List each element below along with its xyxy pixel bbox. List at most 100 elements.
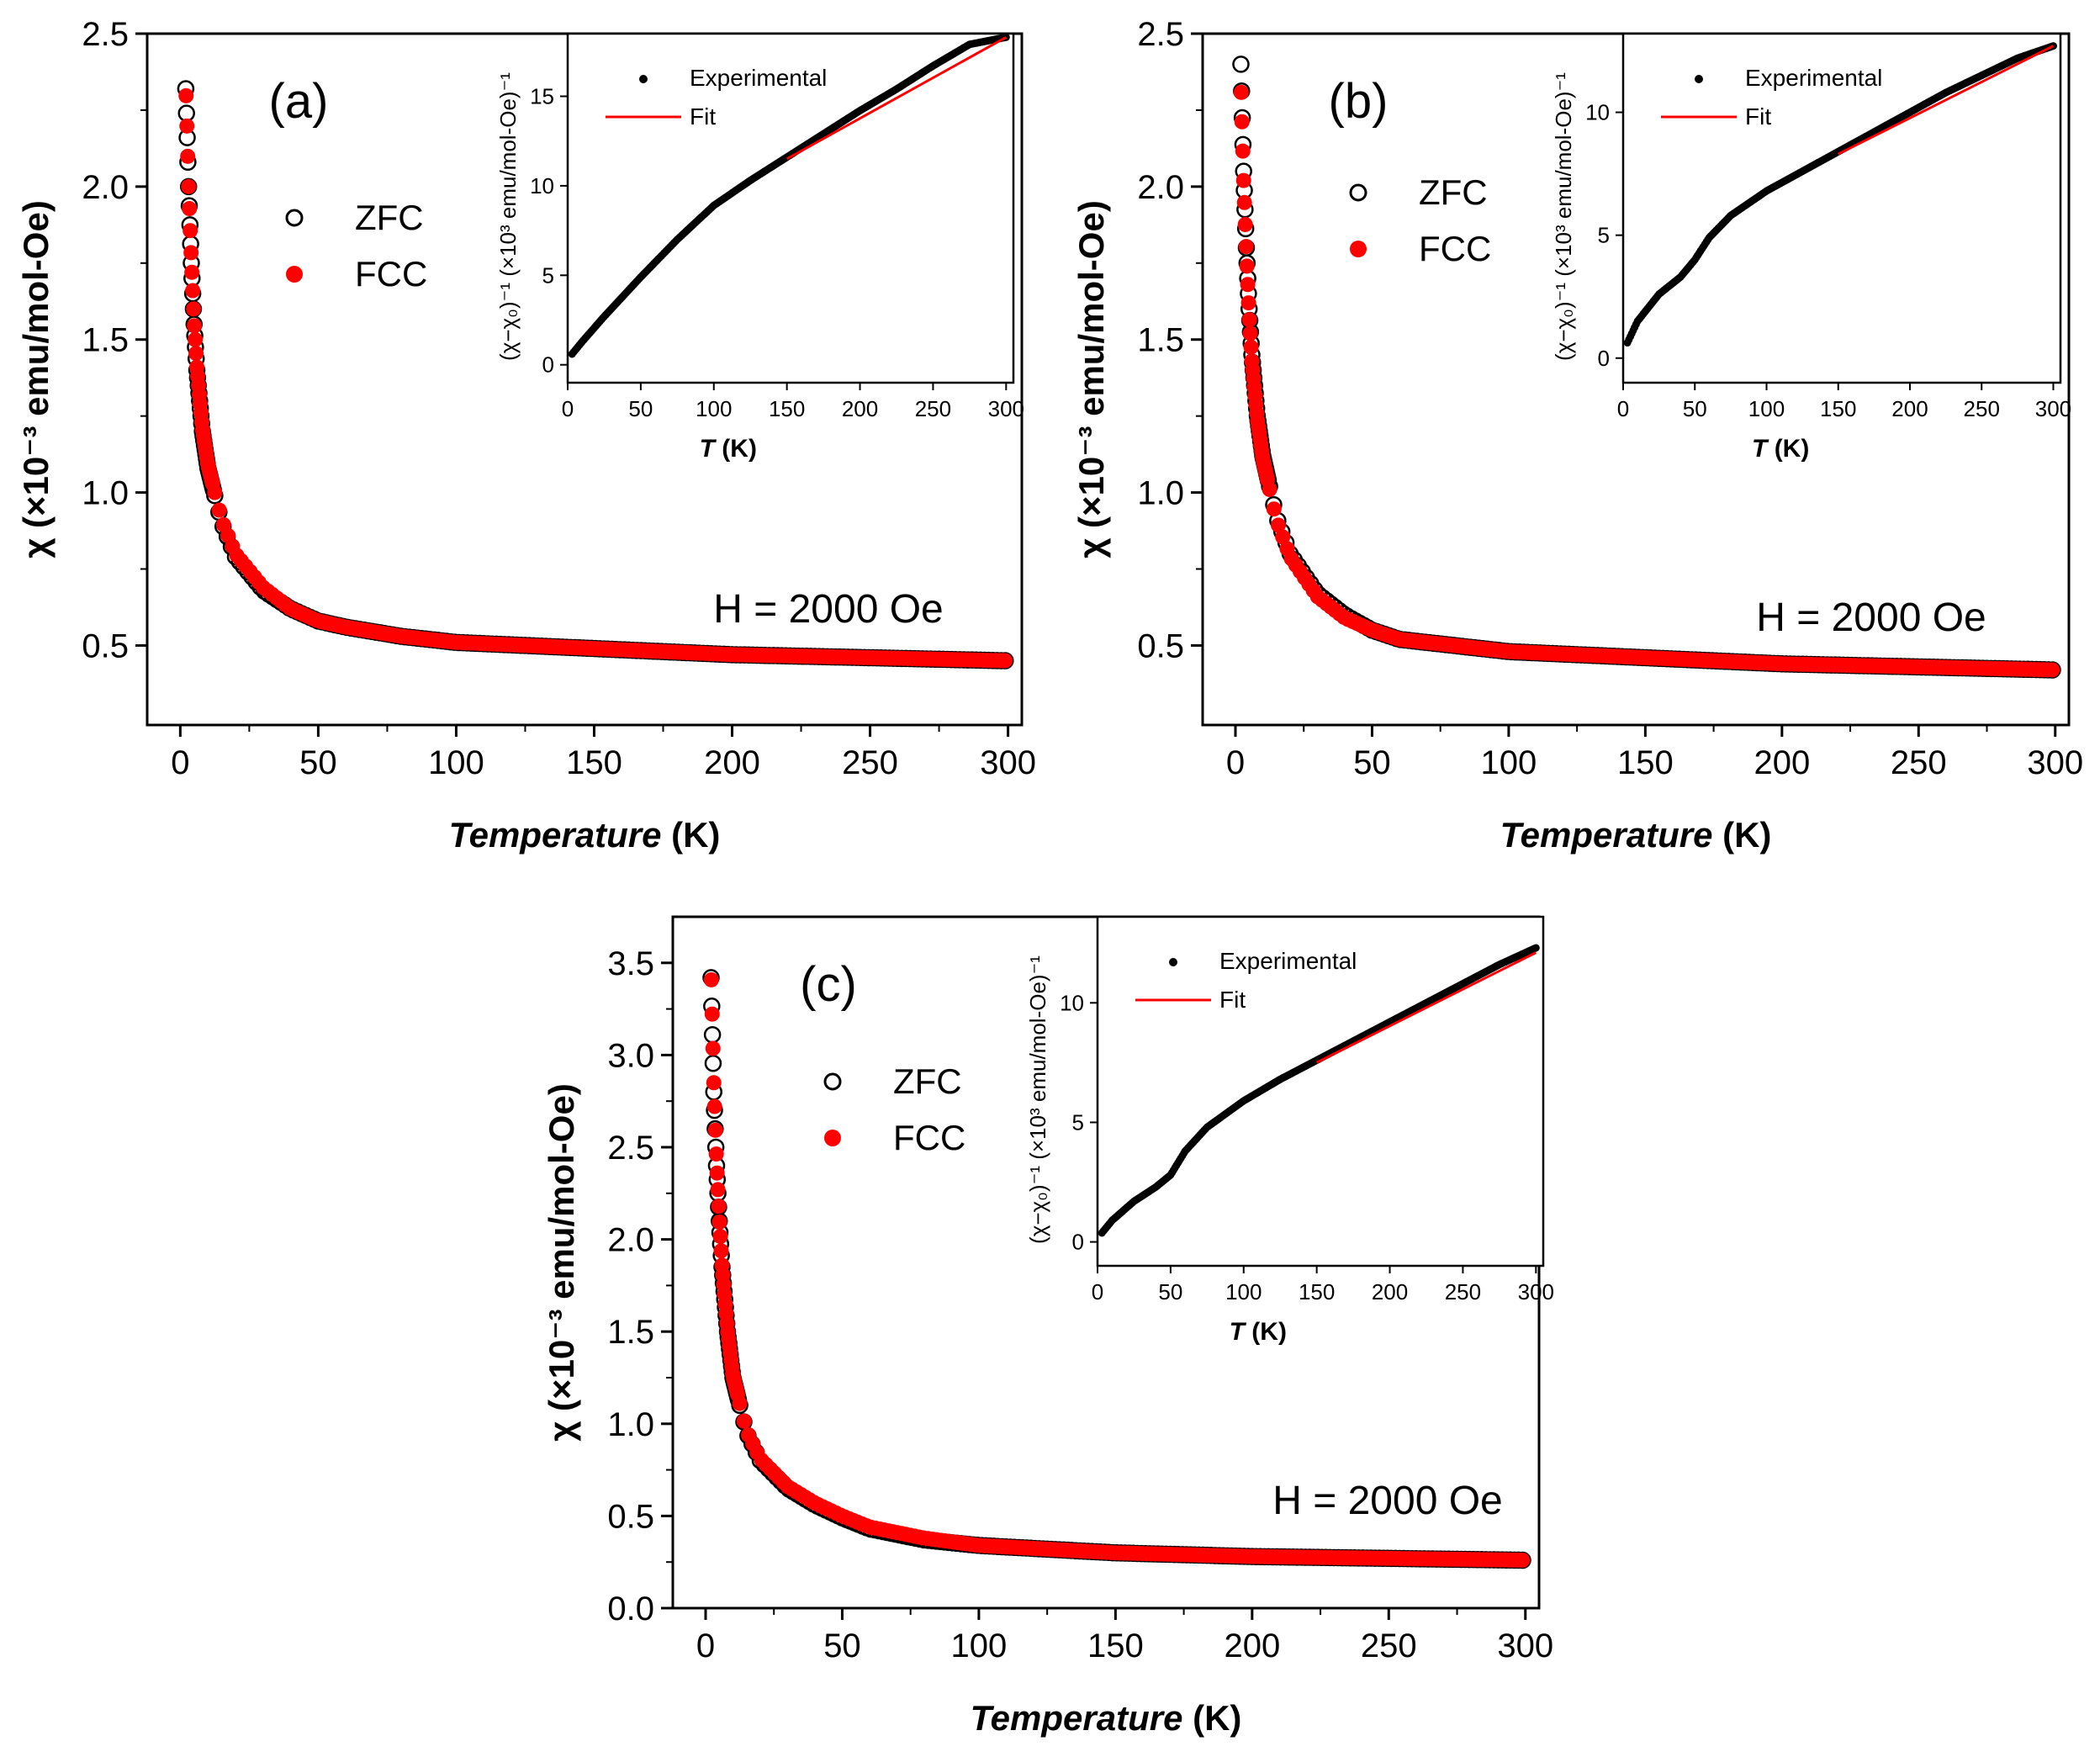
legend-experimental-marker [639,75,648,83]
inset: 0 50 100 150 200 250 300 0 5 10 T (K) (χ−χ₀)⁻¹ (×10… [1025,915,1554,1346]
inset-y-tick-label: 0 [1598,346,1610,371]
fcc-point [713,1243,729,1259]
inset-y-tick-label: 0 [1072,1230,1084,1255]
legend-zfc-label: ZFC [1419,172,1488,212]
fcc-point [178,87,194,103]
x-axis-title: Temperature (K) [971,1698,1242,1738]
x-tick-label: 250 [1891,744,1947,781]
inset: 0 50 100 150 200 250 300 0 5 10 T (K) (χ−χ₀)⁻¹ (×10… [1551,32,2071,463]
fcc-point [711,1199,727,1215]
x-axis-title: Temperature (K) [1500,815,1772,855]
fcc-point [1233,84,1249,100]
fcc-point [1239,258,1255,274]
x-tick-label: 300 [2027,744,2083,781]
series-fcc [703,971,1531,1568]
inset-y-tick-label: 0 [542,352,554,378]
y-tick-label: 2.0 [82,169,129,206]
fcc-point [705,1040,721,1056]
fcc-point [1243,339,1259,355]
fcc-point [1236,194,1252,210]
fcc-point [732,1395,748,1411]
x-tick-label: 0 [171,744,189,781]
inset-y-tick-label: 5 [1598,223,1610,248]
y-tick-label: 2.0 [1137,169,1184,206]
inset-x-axis-title: T (K) [1752,435,1809,463]
inset-frame [566,32,1015,384]
inset-x-tick-label: 300 [988,396,1024,421]
x-tick-label: 100 [951,1627,1008,1664]
y-tick-label: 1.5 [82,322,129,359]
inset-y-tick-label: 10 [1585,100,1610,125]
panel-c: 0 50 100 150 200 250 3000.00.51.01.52.02.53.03… [542,915,1554,1738]
fcc-point [181,178,197,194]
inset-x-tick-label: 250 [1964,396,2000,421]
panel-label: (c) [800,957,857,1012]
inset-x-tick-label: 250 [1445,1279,1481,1305]
legend-fit-label: Fit [1219,987,1246,1013]
legend-experimental-label: Experimental [1745,65,1882,91]
fcc-point [706,1075,722,1091]
fcc-point [185,283,201,299]
legend-zfc-marker [285,209,304,227]
y-tick-label: 1.5 [607,1314,654,1351]
inset-x-tick-label: 100 [1225,1279,1262,1305]
legend-zfc-label: ZFC [355,198,424,237]
panel-a: 0 50 100 150 200 250 3000.51.01.52.02.5Tempera… [16,16,1036,855]
inset-x-axis-title: T (K) [700,435,757,463]
x-tick-label: 200 [1224,1627,1280,1664]
field-label: H = 2000 Oe [1756,595,1986,640]
legend-fcc-label: FCC [893,1118,965,1157]
fcc-point [704,1006,720,1022]
series-experimental [568,33,1010,358]
fcc-point [1240,295,1256,311]
fcc-point [1515,1552,1531,1568]
legend-fcc-label: FCC [355,254,427,294]
fcc-point [711,1214,727,1230]
fcc-point [1275,529,1291,545]
fit-line [1838,45,2055,156]
inset-x-tick-label: 0 [1092,1279,1103,1305]
y-tick-label: 3.5 [607,945,654,982]
fcc-point [708,1146,724,1162]
legend-fit-label: Fit [1745,103,1771,130]
x-tick-label: 150 [566,744,622,781]
y-tick-label: 2.5 [82,16,129,53]
inset-y-tick-label: 10 [1060,990,1084,1015]
y-tick-label: 1.0 [82,475,129,512]
inset-y-tick-label: 15 [530,83,554,108]
panel-b: 0 50 100 150 200 250 3000.51.01.52.02.5Tempera… [1071,16,2083,855]
inset-x-tick-label: 200 [842,396,878,421]
experimental-point [1531,944,1540,952]
x-tick-label: 0 [1226,744,1245,781]
y-tick-label: 2.5 [607,1130,654,1167]
fcc-point [1271,517,1287,533]
series-experimental [1623,42,2057,347]
fcc-point [703,971,719,987]
inset-x-tick-label: 250 [915,396,951,421]
fcc-point [183,245,199,261]
field-label: H = 2000 Oe [1272,1479,1503,1523]
fcc-point [1237,216,1253,232]
fcc-point [211,502,227,518]
fcc-point [1242,325,1258,341]
x-tick-label: 250 [1361,1627,1417,1664]
inset-y-tick-label: 10 [530,173,554,198]
inset-y-tick-label: 5 [542,262,554,288]
fcc-point [1241,312,1257,328]
x-tick-label: 50 [1353,744,1391,781]
fcc-point [1266,501,1282,517]
x-tick-label: 300 [1497,1627,1553,1664]
legend-experimental-marker [1695,75,1703,83]
inset-x-tick-label: 150 [1820,396,1856,421]
fcc-point [707,1122,723,1138]
fcc-point [188,346,204,362]
legend-zfc-marker [823,1072,842,1091]
inset-y-axis-title: (χ−χ₀)⁻¹ (×10³ emu/mol-Oe)⁻¹ [1551,72,1576,361]
inset-y-axis-title: (χ−χ₀)⁻¹ (×10³ emu/mol-Oe)⁻¹ [1025,955,1050,1244]
inset-x-tick-label: 100 [696,396,732,421]
inset-x-tick-label: 100 [1748,396,1785,421]
x-tick-label: 250 [842,744,898,781]
legend-zfc-label: ZFC [893,1061,962,1101]
fcc-point [712,1229,728,1245]
y-tick-label: 0.5 [607,1498,654,1535]
